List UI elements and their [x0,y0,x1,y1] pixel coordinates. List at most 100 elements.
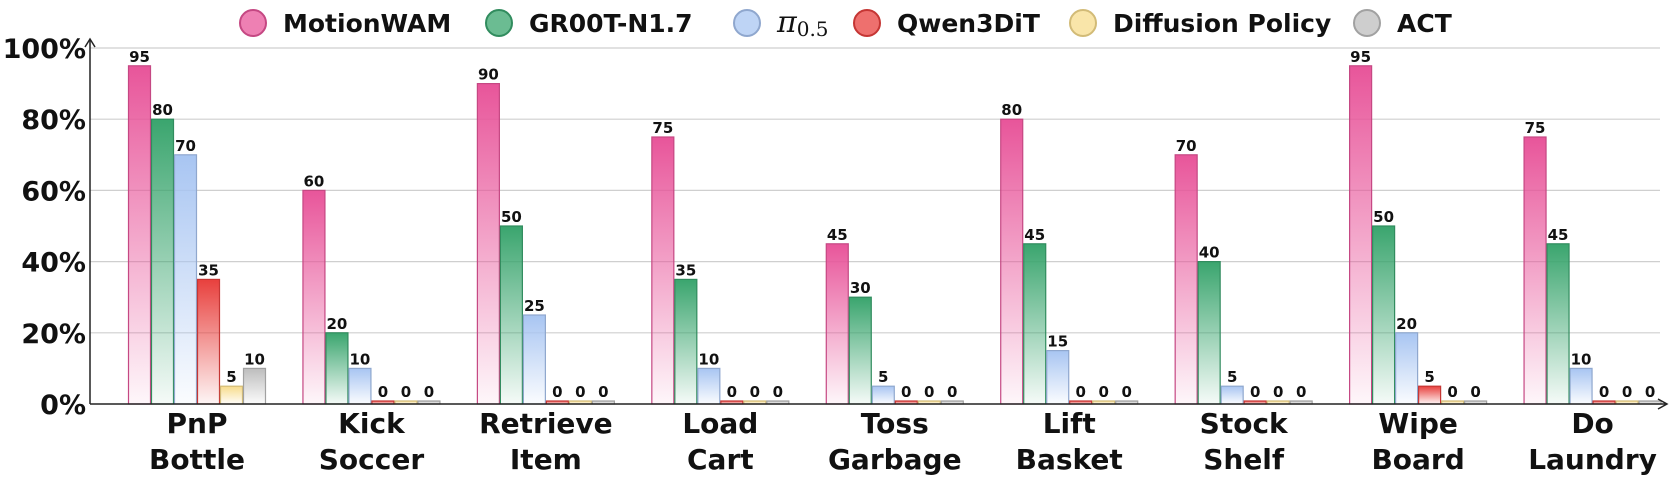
bar-0-5-do-laundry [1569,367,1593,405]
data-label: 10 [1571,350,1592,368]
x-tick-label: Soccer [319,443,425,476]
data-label: 0 [1099,383,1109,401]
data-label: 0 [901,383,911,401]
bar-0-5-stock-shelf [1220,385,1244,405]
bar-gr00t-n1-7-toss-garbage [848,296,872,405]
bar-0-5-toss-garbage [871,385,895,405]
legend-swatch [485,9,513,37]
data-label: 5 [878,368,888,386]
data-label: 25 [524,297,545,315]
legend-swatch [1353,9,1381,37]
legend-label: MotionWAM [283,9,451,38]
data-label: 0 [1645,383,1655,401]
x-tick-label: Laundry [1528,443,1657,476]
legend-item-qwen3dit: Qwen3DiT [853,9,1040,38]
data-label: 0 [727,383,737,401]
x-tick-label: Wipe [1378,407,1458,440]
data-label: 50 [501,208,522,226]
data-label: 75 [652,119,673,137]
x-tick-label: PnP [167,407,228,440]
bar-motionwam-stock-shelf [1174,154,1198,405]
data-label: 0 [1622,383,1632,401]
data-label: 40 [1199,244,1220,262]
y-tick-label: 100% [3,34,86,65]
x-tick-label: Cart [687,443,754,476]
data-label: 5 [1227,368,1237,386]
data-label: 20 [1396,315,1417,333]
x-axis-arrow [1657,398,1669,410]
y-tick-label: 40% [21,248,86,279]
data-label: 0 [924,383,934,401]
x-tick-label: Bottle [149,443,245,476]
data-label: 10 [244,350,265,368]
y-tick-label: 20% [21,319,86,350]
legend-swatch [853,9,881,37]
bar-gr00t-n1-7-kick-soccer [325,332,349,405]
bar-motionwam-pnp-bottle [127,65,152,405]
bar-act-pnp-bottle [242,367,267,405]
data-label: 45 [1548,226,1569,244]
bar-motionwam-retrieve-item [476,82,500,405]
x-tick-label: Stock [1200,407,1289,440]
bar-gr00t-n1-7-lift-basket [1023,243,1047,405]
x-tick-label: Load [682,407,758,440]
y-tick-label: 60% [21,176,86,207]
bar-0-5-load-cart [697,367,721,405]
data-label: 0 [773,383,783,401]
data-label: 0 [1273,383,1283,401]
data-label: 45 [827,226,848,244]
bar-qwen3dit-wipe-board [1418,385,1442,405]
data-label: 5 [226,368,236,386]
data-label: 0 [552,383,562,401]
data-label: 45 [1024,226,1045,244]
bar-motionwam-wipe-board [1349,65,1373,405]
legend-swatch [239,9,267,37]
legend-label: Qwen3DiT [897,9,1040,38]
y-tick-label: 80% [21,105,86,136]
bar-0-5-kick-soccer [348,367,372,405]
data-label: 70 [1176,137,1197,155]
bar-gr00t-n1-7-retrieve-item [499,225,523,405]
data-label: 95 [129,48,150,66]
data-label: 0 [947,383,957,401]
bar-gr00t-n1-7-stock-shelf [1197,261,1221,405]
data-label: 75 [1525,119,1546,137]
data-label: 35 [198,261,219,279]
bar-diffusion-policy-pnp-bottle [219,385,244,405]
x-tick-label: Retrieve [479,407,613,440]
bar-0-5-retrieve-item [522,314,546,405]
bar-motionwam-do-laundry [1523,136,1547,405]
data-label: 80 [1001,101,1022,119]
data-label: 0 [1447,383,1457,401]
x-tick-label: Garbage [828,443,962,476]
data-label: 0 [1296,383,1306,401]
x-tick-label: Lift [1043,407,1096,440]
bar-gr00t-n1-7-do-laundry [1546,243,1570,405]
x-tick-label: Board [1371,443,1464,476]
data-label: 0 [750,383,760,401]
data-label: 0 [401,383,411,401]
legend: MotionWAM GR00T-N1.7 π0.5 Qwen3DiT Diffusion… [239,5,1452,41]
y-axis-arrow [84,37,96,48]
data-label: 0 [598,383,608,401]
legend-label: π0.5 [776,5,829,41]
bar-motionwam-lift-basket [1000,118,1024,405]
data-label: 20 [327,315,348,333]
bar-qwen3dit-pnp-bottle [196,278,221,405]
legend-item-gr00t-n1-7: GR00T-N1.7 [485,9,693,38]
legend-label: GR00T-N1.7 [529,9,693,38]
data-label: 90 [478,66,499,84]
bar-0-5-lift-basket [1046,350,1070,405]
data-label: 10 [350,350,371,368]
data-label: 70 [175,137,196,155]
data-label: 0 [1122,383,1132,401]
data-label: 5 [1424,368,1434,386]
legend-item-diffusion-policy: Diffusion Policy [1069,9,1331,38]
data-label: 35 [675,261,696,279]
data-label: 10 [698,350,719,368]
data-label: 0 [1076,383,1086,401]
data-label: 0 [1599,383,1609,401]
bar-gr00t-n1-7-wipe-board [1372,225,1396,405]
